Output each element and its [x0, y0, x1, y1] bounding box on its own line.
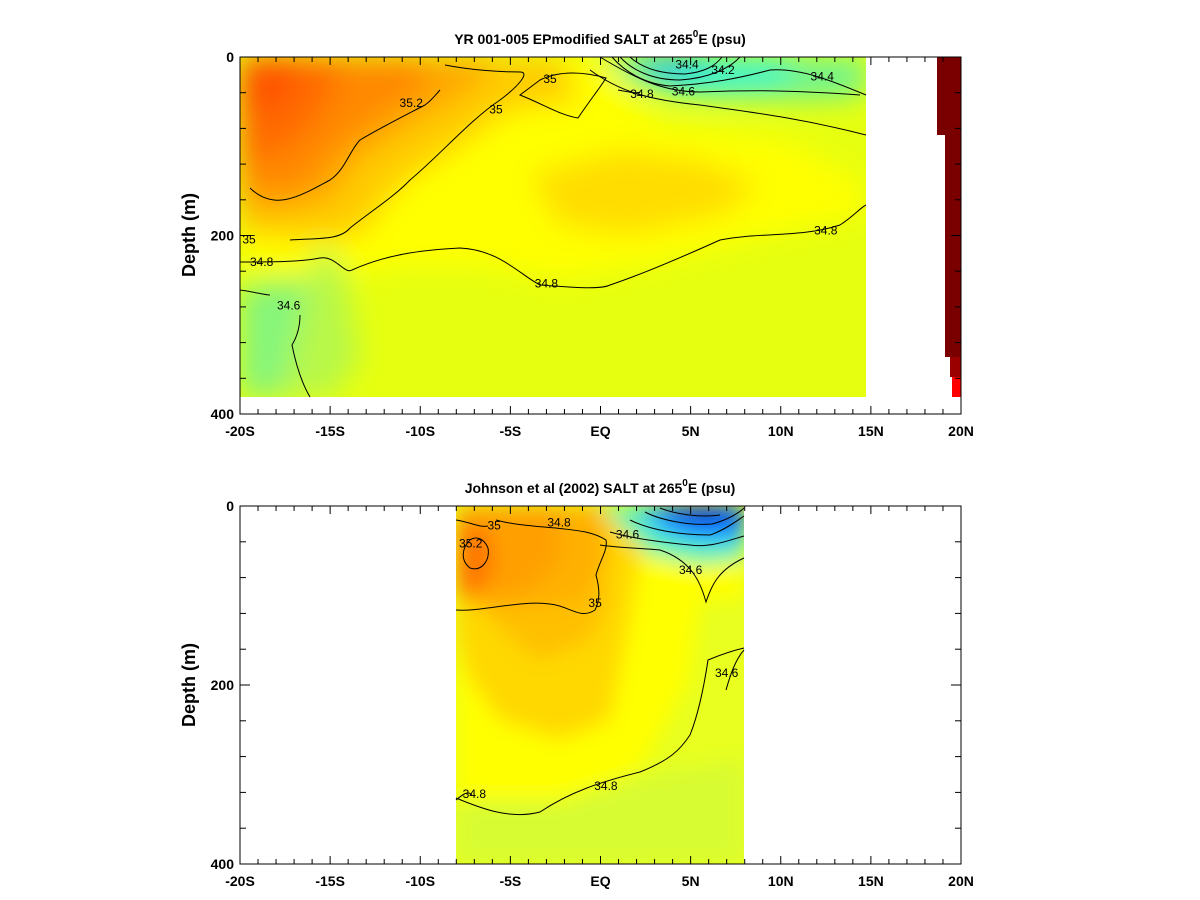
y-tick-label: 0	[226, 49, 234, 65]
x-tick-label: EQ	[590, 873, 610, 889]
x-tick-label: -10S	[405, 873, 435, 889]
bottom-contours	[455, 507, 745, 816]
x-tick-label: 10N	[768, 873, 794, 889]
x-tick-label: 15N	[858, 873, 884, 889]
contour-label: 34.8	[535, 276, 559, 290]
bottom-salinity-field	[456, 506, 744, 864]
contour-label: 34.6	[616, 527, 640, 541]
contour-label: 34.8	[594, 779, 618, 793]
contour-label: 34.6	[672, 84, 696, 98]
x-tick-label: EQ	[590, 423, 610, 439]
top-contour-labels: 35.2 35 35 34.8 34.6 34.4 34.2 34.4 35 34.8 34.8 34…	[242, 58, 838, 313]
bottom-axes: -20S -15S -10S -5S EQ 5N 10N 15N 20N 0 200 400	[211, 498, 974, 889]
contour-label: 34.4	[675, 58, 699, 72]
x-tick-label: -10S	[405, 423, 435, 439]
contour-label: 35.2	[400, 96, 424, 110]
x-tick-label: -15S	[315, 873, 345, 889]
contour-label: 35	[489, 102, 503, 116]
x-tick-label: 15N	[858, 423, 884, 439]
top-contours	[239, 56, 867, 398]
contour-label: 34.6	[679, 563, 703, 577]
top-axes: -20S -15S -10S -5S EQ 5N 10N 15N 20N 0 200 400	[211, 49, 974, 439]
y-tick-label: 400	[211, 856, 235, 872]
x-tick-label: -20S	[225, 423, 255, 439]
top-y-axis-label: Depth (m)	[179, 193, 199, 277]
contour-label: 34.4	[811, 69, 835, 83]
x-tick-label: -20S	[225, 873, 255, 889]
contour-label: 34.8	[250, 255, 274, 269]
contour-label: 35	[588, 596, 602, 610]
top-salinity-field	[240, 57, 866, 397]
bottom-panel: Johnson et al (2002) SALT at 2650E (psu)	[179, 478, 974, 889]
y-tick-label: 200	[211, 677, 235, 693]
x-tick-label: 5N	[682, 873, 700, 889]
contour-label: 35	[487, 518, 501, 532]
top-panel: YR 001-005 EPmodified SALT at 2650E (psu…	[179, 29, 974, 439]
y-tick-label: 200	[211, 228, 235, 244]
y-tick-label: 400	[211, 406, 235, 422]
contour-label: 35.2	[459, 536, 483, 550]
top-chart-title: YR 001-005 EPmodified SALT at 2650E (psu…	[454, 29, 746, 47]
contour-label: 34.8	[630, 87, 654, 101]
bottom-y-axis-label: Depth (m)	[179, 643, 199, 727]
contour-label: 34.6	[277, 299, 301, 313]
bottom-contour-labels: 35.2 35 34.8 34.6 34.6 35 34.6 34.8 34.8	[459, 516, 739, 801]
contour-label: 35	[543, 72, 557, 86]
top-land-mask	[937, 57, 961, 397]
x-tick-label: -5S	[499, 423, 521, 439]
contour-label: 34.6	[715, 666, 739, 680]
y-tick-label: 0	[226, 498, 234, 514]
x-tick-label: -15S	[315, 423, 345, 439]
contour-label: 34.2	[711, 63, 735, 77]
x-tick-label: 20N	[948, 423, 974, 439]
contour-label: 34.8	[547, 516, 571, 530]
top-no-data-area	[866, 57, 936, 397]
contour-label: 34.8	[463, 787, 487, 801]
x-tick-label: -5S	[499, 873, 521, 889]
bottom-chart-title: Johnson et al (2002) SALT at 2650E (psu)	[465, 478, 736, 496]
x-tick-label: 20N	[948, 873, 974, 889]
contour-label: 35	[242, 233, 256, 247]
contour-label: 34.8	[814, 224, 838, 238]
x-tick-label: 5N	[682, 423, 700, 439]
x-tick-label: 10N	[768, 423, 794, 439]
